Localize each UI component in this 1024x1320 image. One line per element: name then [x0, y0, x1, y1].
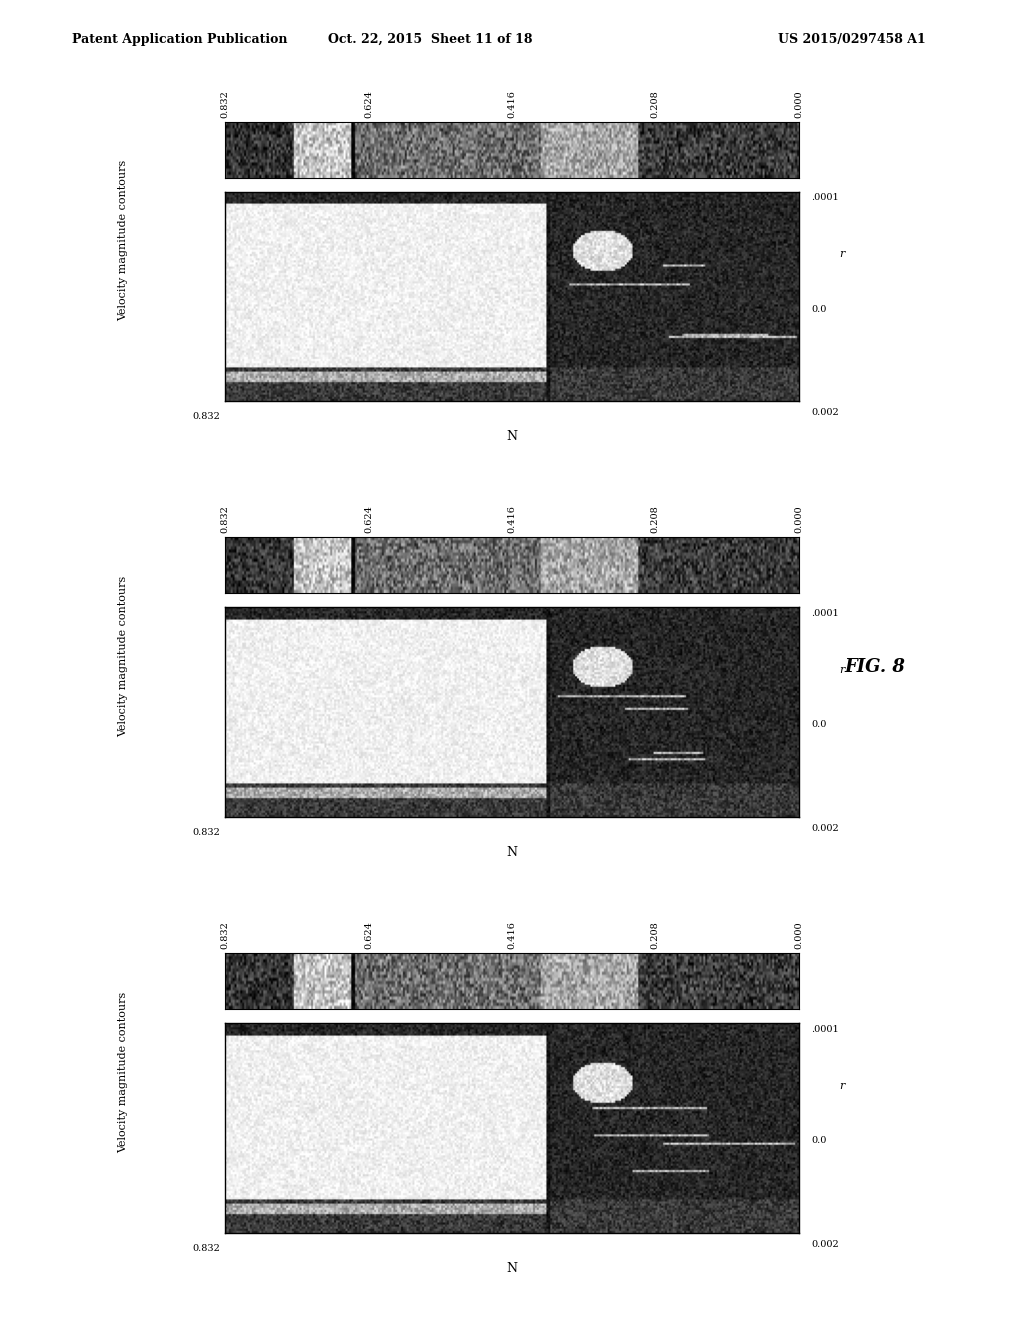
Text: Velocity magnitude contours: Velocity magnitude contours — [118, 576, 128, 737]
Text: r: r — [840, 665, 845, 676]
Text: 0.832: 0.832 — [221, 506, 229, 533]
Text: 0.832: 0.832 — [221, 921, 229, 949]
Text: 0.416: 0.416 — [508, 90, 516, 117]
Text: .0001: .0001 — [811, 1024, 839, 1034]
Text: FIG. 8: FIG. 8 — [845, 657, 905, 676]
Text: Patent Application Publication: Patent Application Publication — [72, 33, 287, 46]
Text: 0.416: 0.416 — [508, 921, 516, 949]
Text: .0001: .0001 — [811, 609, 839, 618]
Text: r: r — [840, 249, 845, 260]
Text: 0.832: 0.832 — [193, 828, 220, 837]
Text: 0.002: 0.002 — [811, 1239, 839, 1249]
Text: 0.0: 0.0 — [811, 305, 826, 314]
Text: 0.002: 0.002 — [811, 408, 839, 417]
Text: 0.416: 0.416 — [508, 506, 516, 533]
Text: 0.0: 0.0 — [811, 1137, 826, 1146]
Text: 0.832: 0.832 — [193, 1243, 220, 1253]
Text: 0.000: 0.000 — [795, 921, 803, 949]
Text: 0.208: 0.208 — [651, 90, 659, 117]
Text: N: N — [507, 1262, 517, 1275]
Text: 0.624: 0.624 — [365, 921, 373, 949]
Text: US 2015/0297458 A1: US 2015/0297458 A1 — [778, 33, 926, 46]
Text: 0.624: 0.624 — [365, 90, 373, 117]
Text: r: r — [840, 1081, 845, 1092]
Text: 0.832: 0.832 — [193, 412, 220, 421]
Text: Oct. 22, 2015  Sheet 11 of 18: Oct. 22, 2015 Sheet 11 of 18 — [328, 33, 532, 46]
Text: 0.624: 0.624 — [365, 506, 373, 533]
Text: 0.000: 0.000 — [795, 90, 803, 117]
Text: Velocity magnitude contours: Velocity magnitude contours — [118, 991, 128, 1152]
Text: N: N — [507, 430, 517, 444]
Text: 0.002: 0.002 — [811, 824, 839, 833]
Text: 0.208: 0.208 — [651, 921, 659, 949]
Text: 0.000: 0.000 — [795, 506, 803, 533]
Text: 0.832: 0.832 — [221, 90, 229, 117]
Text: Velocity magnitude contours: Velocity magnitude contours — [118, 160, 128, 321]
Text: 0.208: 0.208 — [651, 506, 659, 533]
Text: N: N — [507, 846, 517, 859]
Text: 0.0: 0.0 — [811, 721, 826, 730]
Text: .0001: .0001 — [811, 193, 839, 202]
